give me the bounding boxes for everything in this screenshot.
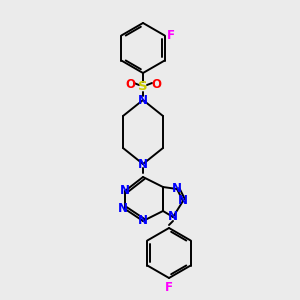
Text: N: N xyxy=(138,158,148,170)
Text: O: O xyxy=(151,77,161,91)
Text: N: N xyxy=(172,182,182,196)
Text: N: N xyxy=(138,214,148,227)
Text: N: N xyxy=(118,202,128,215)
Text: F: F xyxy=(167,29,175,42)
Text: N: N xyxy=(138,94,148,106)
Text: S: S xyxy=(138,80,148,94)
Text: N: N xyxy=(168,211,178,224)
Text: N: N xyxy=(178,194,188,208)
Text: O: O xyxy=(125,77,135,91)
Text: N: N xyxy=(120,184,130,197)
Text: F: F xyxy=(165,281,173,294)
